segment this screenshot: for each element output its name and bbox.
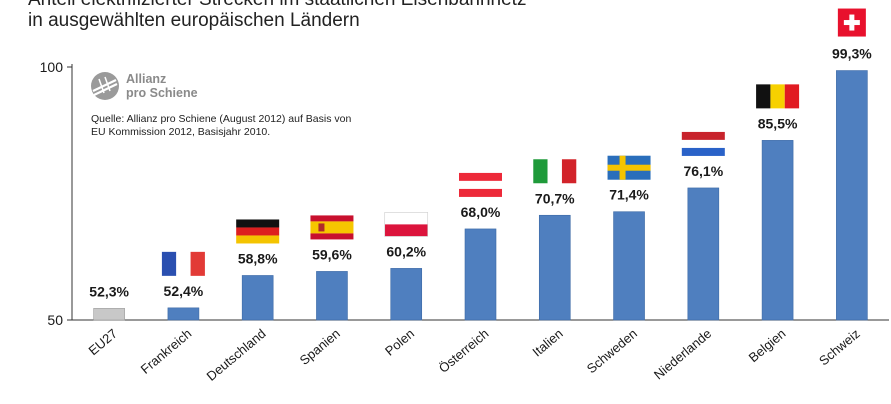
- source-line1: Quelle: Allianz pro Schiene (August 2012…: [91, 113, 352, 125]
- value-label: 71,4%: [609, 187, 649, 203]
- x-category-label: Schweiz: [816, 326, 863, 369]
- chart-subtitle: in ausgewählten europäischen Ländern: [28, 10, 360, 31]
- bar-spanien: [316, 271, 348, 321]
- flag-stripe: [459, 188, 502, 197]
- netherlands-flag: [681, 131, 725, 156]
- logo-line2: pro Schiene: [126, 86, 198, 100]
- source-line2: EU Kommission 2012, Basisjahr 2010.: [91, 126, 271, 138]
- x-category-label: Niederlande: [651, 326, 714, 383]
- allianz-rails-icon: [91, 72, 119, 100]
- flag-stripe: [784, 84, 800, 109]
- x-category-label: Deutschland: [204, 326, 269, 384]
- spain-flag: [310, 215, 354, 240]
- x-category-label: Polen: [382, 326, 417, 359]
- flag-stripe: [756, 84, 771, 109]
- flag-stripe: [681, 131, 725, 140]
- bar-deutschland: [241, 275, 274, 321]
- flag-stripe: [176, 251, 191, 276]
- bar-polen: [390, 268, 423, 321]
- flag-stripe: [384, 212, 428, 225]
- flag-stripe: [459, 172, 502, 181]
- italy-flag: [533, 159, 577, 184]
- y-tick-label: 50: [47, 312, 63, 328]
- flag-emblem: [318, 223, 325, 232]
- bar-frankreich: [167, 307, 200, 321]
- france-flag: [161, 251, 205, 276]
- austria-flag: [459, 172, 502, 197]
- y-tick-label: 100: [40, 59, 64, 75]
- value-label: 68,0%: [461, 204, 501, 220]
- value-label: 99,3%: [832, 46, 872, 62]
- source-note: Quelle: Allianz pro Schiene (August 2012…: [91, 113, 351, 139]
- flag-stripe: [547, 159, 562, 184]
- logo-line1: Allianz: [126, 72, 167, 86]
- x-category-label: Spanien: [297, 326, 343, 368]
- flag-stripe: [533, 159, 548, 184]
- value-label: 70,7%: [535, 190, 575, 206]
- bar-belgien: [761, 140, 794, 321]
- flag-stripe: [770, 84, 785, 109]
- chart-title: Anteil elektrifizierter Strecken im staa…: [28, 0, 526, 12]
- flag-stripe: [236, 227, 280, 236]
- value-label: 76,1%: [683, 163, 723, 179]
- flag-stripe: [459, 180, 502, 189]
- value-label: 52,3%: [89, 283, 129, 299]
- flag-stripe: [310, 215, 354, 222]
- flag-stripe: [310, 233, 354, 240]
- allianz-logo: Allianz pro Schiene: [90, 71, 198, 101]
- flag-stripe: [681, 147, 725, 156]
- sweden-flag: [607, 155, 651, 180]
- flag-stripe: [236, 219, 280, 228]
- bar-schweiz: [836, 70, 868, 321]
- flag-stripe: [161, 251, 177, 276]
- bar-niederlande: [687, 187, 720, 321]
- switzerland-flag: [837, 8, 866, 37]
- flag-stripe: [681, 139, 725, 148]
- flag-stripe: [190, 251, 205, 276]
- value-label: 58,8%: [238, 250, 278, 266]
- x-category-label: EU27: [86, 326, 121, 358]
- flag-stripe: [236, 235, 280, 244]
- bar-schweden: [613, 211, 645, 321]
- x-category-label: Österreich: [436, 326, 492, 376]
- flag-cross: [607, 164, 651, 171]
- flag-stripe: [384, 224, 428, 237]
- bar-österreich: [464, 228, 497, 321]
- poland-flag: [384, 212, 429, 237]
- flag-stripe: [310, 221, 354, 234]
- flag-cross: [843, 20, 860, 26]
- x-category-label: Frankreich: [138, 326, 195, 377]
- value-label: 59,6%: [312, 246, 352, 262]
- bar-italien: [538, 214, 571, 321]
- germany-flag: [236, 219, 280, 244]
- value-label: 85,5%: [758, 115, 798, 131]
- x-category-label: Belgien: [746, 326, 789, 365]
- flag-border: [384, 212, 429, 237]
- belgium-flag: [756, 84, 800, 109]
- flag-stripe: [561, 159, 577, 184]
- value-label: 52,4%: [164, 283, 204, 299]
- x-category-label: Schweden: [584, 326, 640, 377]
- x-category-label: Italien: [529, 326, 565, 360]
- value-label: 60,2%: [386, 243, 426, 259]
- bar-eu27: [93, 308, 125, 321]
